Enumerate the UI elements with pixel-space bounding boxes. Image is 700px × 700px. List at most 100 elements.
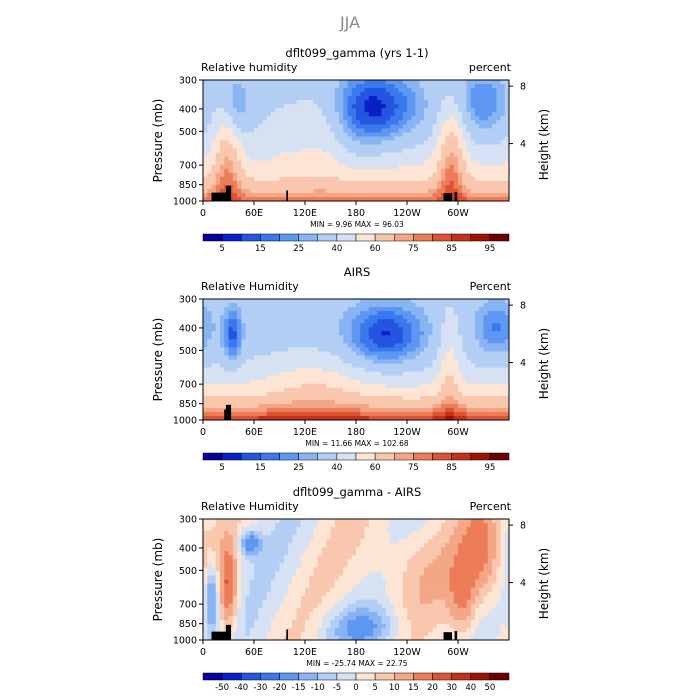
heatmap-cell (275, 415, 280, 421)
heatmap-cell (232, 80, 238, 85)
heatmap-cell (224, 140, 229, 145)
heatmap-cell (245, 331, 251, 336)
heatmap-cell (381, 116, 387, 121)
heatmap-cell (300, 399, 306, 405)
heatmap-cell (492, 144, 497, 149)
heatmap-cell (390, 379, 395, 385)
heatmap-cell (492, 379, 497, 385)
heatmap-cell (245, 196, 251, 202)
heatmap-cell (266, 531, 272, 536)
heatmap-cell (254, 543, 259, 548)
heatmap-cell (492, 307, 497, 312)
heatmap-cell (415, 399, 421, 405)
heatmap-cell (368, 527, 374, 532)
heatmap-cell (330, 539, 336, 544)
heatmap-cell (237, 415, 242, 421)
heatmap-cell (322, 335, 327, 340)
heatmap-cell (432, 339, 438, 344)
heatmap-cell (207, 180, 212, 186)
heatmap-cell (292, 176, 297, 182)
heatmap-cell (411, 148, 416, 153)
heatmap-cell (275, 96, 280, 101)
heatmap-cell (500, 144, 506, 149)
heatmap-cell (419, 387, 425, 393)
heatmap-cell (347, 331, 353, 336)
heatmap-cell (258, 184, 263, 190)
heatmap-cell (504, 196, 510, 202)
heatmap-cell (347, 124, 353, 129)
heatmap-cell (237, 168, 242, 174)
heatmap-cell (215, 539, 221, 544)
heatmap-cell (373, 403, 378, 409)
heatmap-cell (330, 184, 336, 190)
heatmap-cell (504, 371, 510, 377)
heatmap-cell (237, 547, 242, 552)
heatmap-cell (479, 415, 484, 421)
heatmap-cell (411, 347, 416, 352)
heatmap-cell (271, 299, 276, 304)
heatmap-cell (326, 299, 331, 304)
heatmap-cell (326, 411, 331, 417)
heatmap-cell (385, 531, 391, 536)
heatmap-cell (385, 144, 391, 149)
heatmap-cell (462, 192, 467, 198)
heatmap-cell (436, 116, 442, 121)
heatmap-cell (458, 315, 463, 320)
heatmap-cell (288, 176, 293, 182)
heatmap-cell (470, 407, 476, 413)
heatmap-cell (275, 411, 280, 417)
heatmap-cell (496, 307, 501, 312)
heatmap-cell (228, 104, 234, 109)
heatmap-cell (496, 124, 501, 129)
heatmap-cell (258, 88, 263, 93)
heatmap-cell (373, 164, 378, 170)
heatmap-cell (330, 80, 336, 85)
heatmap-cell (449, 80, 455, 85)
heatmap-cell (258, 303, 263, 308)
heatmap-cell (385, 112, 391, 117)
heatmap-cell (292, 355, 297, 360)
heatmap-cell (466, 347, 472, 352)
heatmap-cell (292, 148, 297, 153)
heatmap-cell (466, 331, 472, 336)
heatmap-cell (347, 311, 353, 316)
heatmap-cell (462, 371, 467, 377)
heatmap-cell (279, 391, 285, 397)
heatmap-cell (266, 395, 272, 401)
heatmap-cell (500, 184, 506, 190)
heatmap-cell (415, 96, 421, 101)
heatmap-cell (207, 415, 212, 421)
heatmap-cell (207, 176, 212, 182)
heatmap-cell (305, 359, 310, 364)
heatmap-cell (402, 307, 408, 312)
heatmap-cell (356, 299, 361, 304)
heatmap-cell (445, 104, 450, 109)
heatmap-cell (249, 547, 255, 552)
heatmap-cell (343, 387, 348, 393)
heatmap-cell (288, 543, 293, 548)
heatmap-cell (419, 535, 425, 540)
heatmap-cell (424, 531, 429, 536)
heatmap-cell (330, 160, 336, 166)
heatmap-cell (428, 307, 433, 312)
heatmap-cell (326, 543, 331, 548)
heatmap-cell (326, 112, 331, 117)
heatmap-cell (453, 136, 459, 141)
heatmap-cell (224, 379, 229, 385)
heatmap-cell (458, 92, 463, 97)
x-tick-label: 60W (447, 427, 469, 438)
heatmap-cell (475, 112, 480, 117)
heatmap-cell (419, 192, 425, 198)
heatmap-cell (249, 132, 255, 137)
heatmap-cell (356, 539, 361, 544)
heatmap-cell (445, 335, 450, 340)
heatmap-cell (254, 100, 259, 105)
heatmap-cell (271, 148, 276, 153)
heatmap-cell (237, 148, 242, 153)
heatmap-cell (385, 359, 391, 364)
heatmap-cell (496, 371, 501, 377)
heatmap-cell (211, 152, 217, 158)
heatmap-cell (305, 319, 310, 324)
heatmap-cell (266, 156, 272, 162)
heatmap-cell (390, 80, 395, 85)
